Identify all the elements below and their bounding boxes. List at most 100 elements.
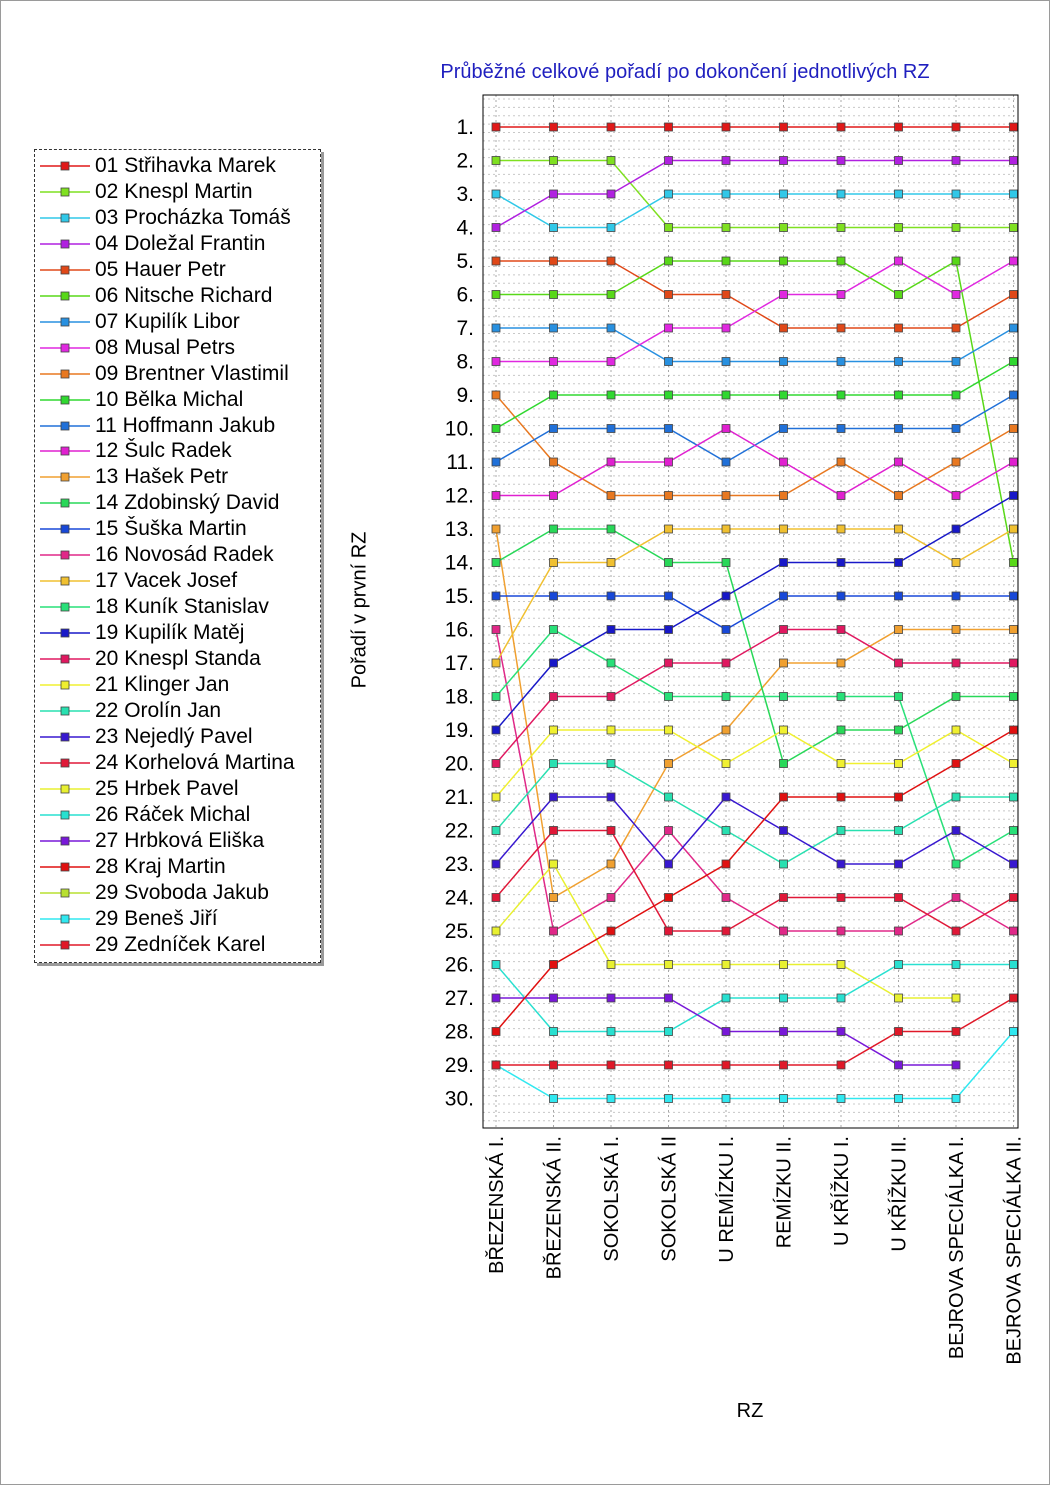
data-point [606,1060,616,1070]
data-point [1009,323,1018,333]
data-point [779,256,788,266]
data-point [836,692,846,701]
data-point [491,424,501,433]
legend-label: 28 Kraj Martin [95,854,226,878]
data-point [664,759,673,768]
data-point [1009,859,1018,869]
data-point [894,893,903,902]
data-point [1009,457,1018,467]
legend-item: 11 Hoffmann Jakub [35,413,320,439]
legend-label: 29 Zedníček Karel [95,932,266,956]
data-point [836,424,846,433]
data-point [549,591,558,601]
legend-swatch [40,784,90,794]
data-point [1009,591,1018,601]
series-7 [491,323,1018,366]
data-point [1009,993,1018,1003]
data-point [836,457,846,467]
data-point [721,1060,731,1070]
legend-label: 17 Vacek Josef [95,569,238,593]
data-point [664,122,673,132]
series-line [495,729,1014,798]
series-1 [491,122,1018,132]
legend-swatch [40,758,90,768]
series-12 [491,424,1018,500]
data-point [664,625,673,634]
data-point [779,189,788,199]
series-line [495,193,1014,229]
y-tick-label: 5. [456,250,474,273]
legend-item: 21 Klinger Jan [35,672,320,698]
data-point [836,725,846,735]
legend-item: 22 Orolín Jan [35,698,320,724]
legend-item: 25 Hrbek Pavel [35,776,320,802]
data-point [836,156,846,165]
data-point [894,256,903,266]
legend-label: 24 Korhelová Martina [95,750,295,774]
data-point [606,424,616,433]
y-tick-label: 6. [456,284,474,307]
legend-swatch [40,914,90,923]
data-point [491,223,501,232]
data-point [664,1060,673,1070]
data-point [1009,156,1018,165]
y-tick-label: 20. [445,753,474,776]
data-point [779,591,788,601]
legend-item: 29 Zedníček Karel [35,932,320,958]
data-point [951,625,961,634]
data-point [664,290,673,299]
series-20 [491,625,1018,768]
series-31 [491,993,1018,1070]
x-tick-label: SOKOLSKÁ I. [600,1136,623,1262]
data-point [606,1094,616,1103]
y-axis-title: Pořadí v první RZ [348,531,371,689]
legend-swatch [40,628,90,638]
x-tick-label: BEJROVA SPECIÁLKA I. [945,1136,968,1359]
legend-label: 18 Kuník Stanislav [95,595,269,619]
data-point [894,993,903,1003]
data-point [664,223,673,232]
data-point [836,1060,846,1070]
data-point [721,524,731,534]
legend-item: 29 Svoboda Jakub [35,880,320,906]
data-point [1009,189,1018,199]
data-point [491,893,501,902]
data-point [894,859,903,869]
legend-item: 15 Šuška Martin [35,516,320,542]
y-tick-label: 14. [445,552,474,575]
data-point [779,524,788,534]
legend-item: 02 Knespl Martin [35,179,320,205]
data-point [951,558,961,567]
data-point [606,625,616,634]
data-point [606,323,616,333]
data-point [491,1060,501,1070]
data-point [664,658,673,668]
data-point [549,122,558,132]
data-point [721,390,731,400]
data-point [894,290,903,299]
y-tick-label: 27. [445,987,474,1010]
data-point [549,424,558,433]
data-point [779,893,788,902]
legend-label: 29 Beneš Jiří [95,906,218,930]
series-19 [491,491,1018,735]
series-line [495,829,1014,932]
data-point [606,290,616,299]
data-point [894,625,903,634]
data-point [606,558,616,567]
legend-item: 26 Ráček Michal [35,802,320,828]
y-tick-label: 13. [445,518,474,541]
data-point [549,1060,558,1070]
legend-item: 07 Kupilík Libor [35,309,320,335]
data-point [779,223,788,232]
legend-swatch [40,732,90,742]
series-2 [491,156,1018,232]
series-14 [491,524,1018,768]
legend-swatch [40,550,90,560]
legend-label: 03 Procházka Tomáš [95,205,291,229]
series-line [495,796,1014,866]
data-point [779,1027,788,1036]
data-point [664,926,673,936]
legend-label: 04 Doležal Frantin [95,231,266,255]
y-tick-label: 28. [445,1021,474,1044]
